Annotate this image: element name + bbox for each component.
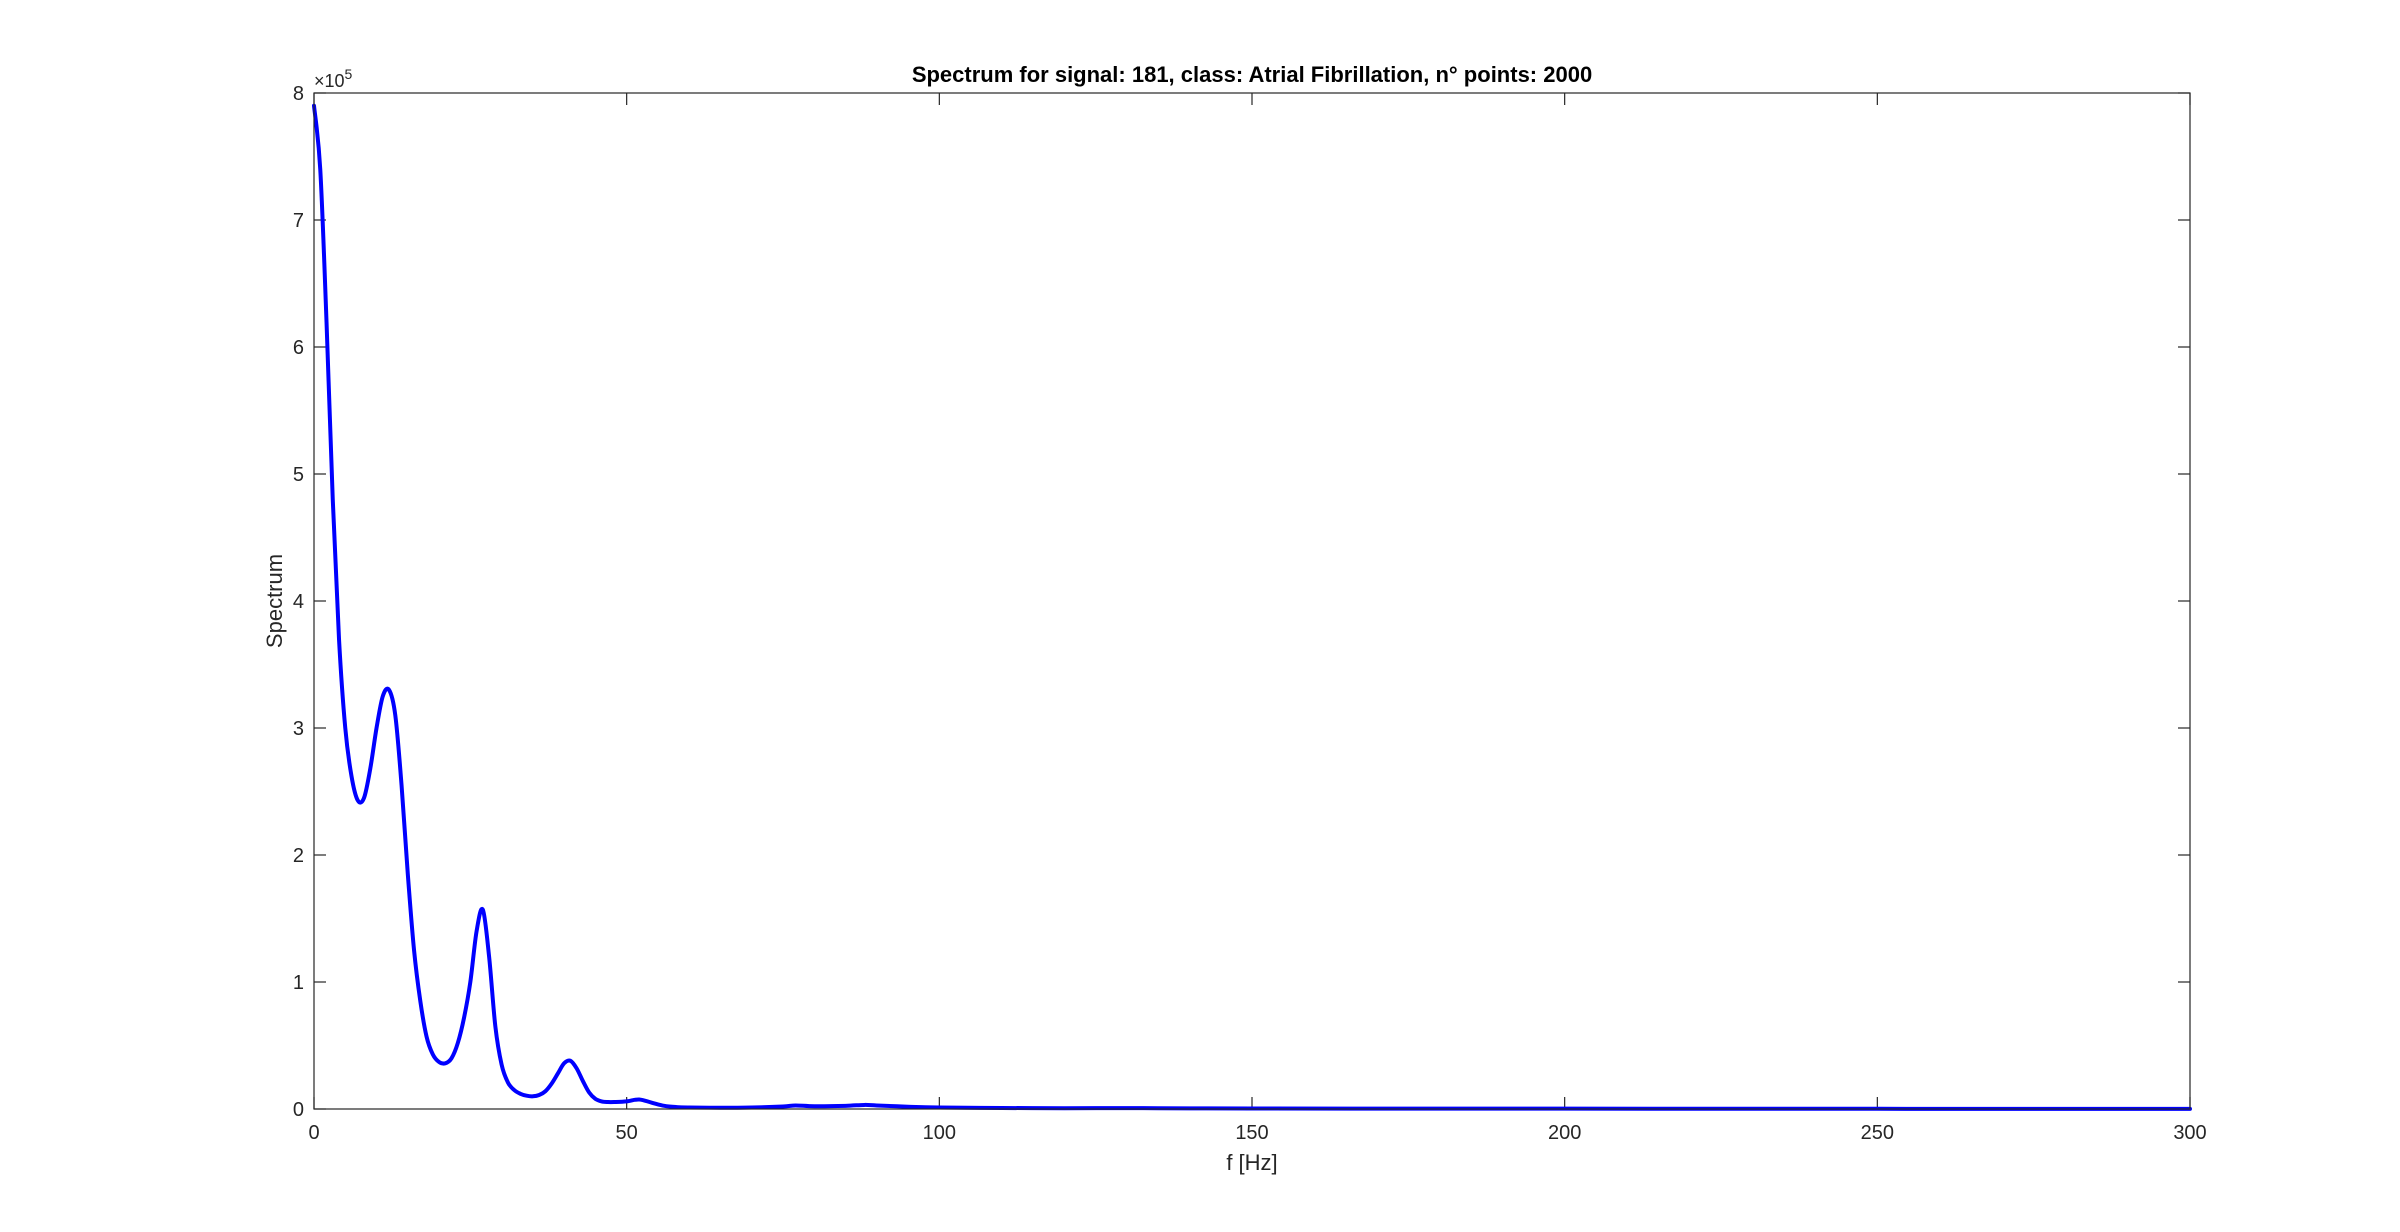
x-axis-label: f [Hz] <box>1226 1150 1277 1175</box>
y-tick-label: 3 <box>293 718 304 740</box>
y-tick-label: 6 <box>293 337 304 359</box>
plot-area <box>314 93 2190 1109</box>
spectrum-line <box>312 103 2192 1111</box>
x-tick-label: 50 <box>616 1122 638 1144</box>
y-tick-label: 5 <box>293 464 304 486</box>
y-exponent-multiplier: ×105 <box>314 66 353 91</box>
x-tick-label: 100 <box>923 1122 956 1144</box>
x-tick-label: 200 <box>1548 1122 1581 1144</box>
plot-box <box>313 92 2191 1110</box>
y-exponent-base: ×10 <box>314 71 345 91</box>
y-tick-labels: 0 1 2 3 4 5 6 7 8 <box>293 83 304 1121</box>
y-tick-label: 0 <box>293 1099 304 1121</box>
y-exponent-power: 5 <box>345 66 353 82</box>
x-tick-label: 0 <box>308 1122 319 1144</box>
x-tick-labels: 0 50 100 150 200 250 300 <box>308 1122 2206 1144</box>
y-tick-label: 2 <box>293 845 304 867</box>
y-tick-label: 8 <box>293 83 304 105</box>
chart-title: Spectrum for signal: 181, class: Atrial … <box>912 62 1592 87</box>
y-axis-label: Spectrum <box>262 554 287 648</box>
x-tick-label: 150 <box>1235 1122 1268 1144</box>
x-tick-label: 300 <box>2173 1122 2206 1144</box>
y-tick-label: 4 <box>293 591 304 613</box>
y-tick-label: 1 <box>293 972 304 994</box>
y-tick-label: 7 <box>293 210 304 232</box>
x-tick-label: 250 <box>1861 1122 1894 1144</box>
